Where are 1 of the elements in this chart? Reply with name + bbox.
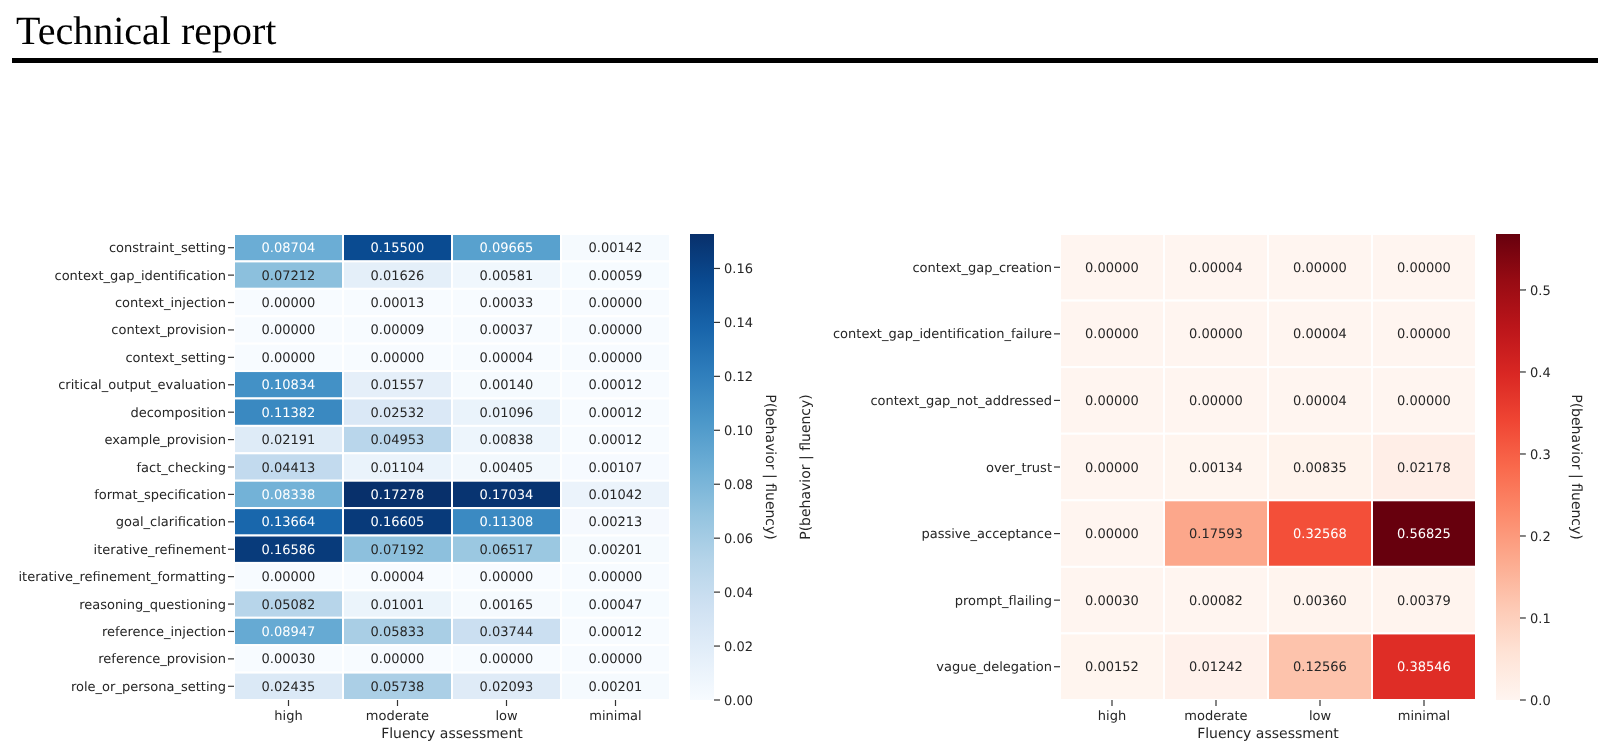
chart-title: Technical report (16, 10, 278, 54)
